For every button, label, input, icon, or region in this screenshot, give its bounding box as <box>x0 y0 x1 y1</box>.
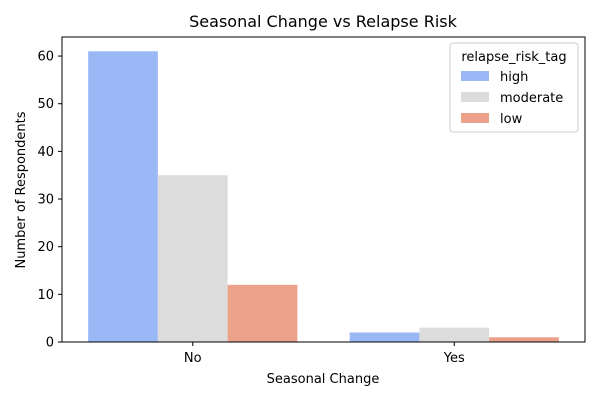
bar-low-no <box>227 284 298 342</box>
bar-low-yes <box>489 337 559 342</box>
legend-swatch-high <box>461 71 489 81</box>
legend-label-moderate: moderate <box>500 91 563 106</box>
legend-label-high: high <box>500 70 528 85</box>
legend: relapse_risk_tag high moderate low <box>449 42 579 133</box>
y-tick-label: 40 <box>37 145 54 160</box>
legend-title: relapse_risk_tag <box>461 50 566 65</box>
y-axis: 0 10 20 30 40 50 60 <box>37 50 62 351</box>
x-tick-label: No <box>184 351 202 366</box>
bar-high-no <box>88 51 158 342</box>
y-axis-label: Number of Respondents <box>14 111 29 268</box>
legend-swatch-moderate <box>461 92 489 102</box>
y-tick-label: 60 <box>37 50 54 65</box>
y-tick-label: 20 <box>37 240 54 255</box>
bar-moderate-no <box>157 175 228 342</box>
y-tick-label: 0 <box>46 336 54 351</box>
bar-high-yes <box>349 332 420 342</box>
x-tick-label: Yes <box>443 351 465 366</box>
x-axis-label: Seasonal Change <box>267 372 380 387</box>
y-tick-label: 30 <box>37 193 54 208</box>
bar-moderate-yes <box>419 327 490 342</box>
y-tick-label: 50 <box>37 97 54 112</box>
legend-swatch-low <box>461 113 489 123</box>
y-tick-label: 10 <box>37 288 54 303</box>
plot-frame <box>61 36 586 343</box>
chart-title: Seasonal Change vs Relapse Risk <box>189 12 457 31</box>
x-axis: No Yes <box>184 342 465 366</box>
bars-group <box>88 51 559 342</box>
legend-frame <box>449 42 579 133</box>
legend-label-low: low <box>500 112 523 127</box>
